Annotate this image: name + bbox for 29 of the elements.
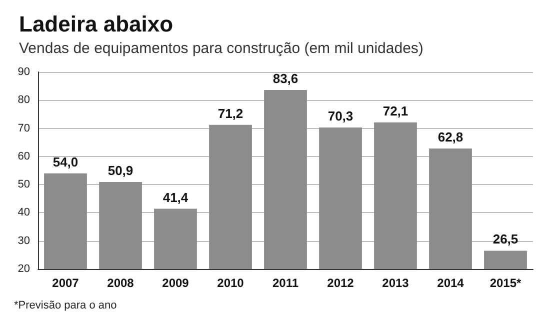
x-tick-label: 2014 <box>437 276 464 290</box>
chart-title: Ladeira abaixo <box>19 12 174 36</box>
y-tick-label: 50 <box>18 178 30 191</box>
data-label: 50,9 <box>108 163 134 178</box>
x-tick-label: 2009 <box>162 276 190 290</box>
x-tick-label: 2015* <box>490 276 522 290</box>
x-tick-label: 2010 <box>217 276 244 290</box>
data-label: 83,6 <box>272 71 298 86</box>
data-label: 70,3 <box>328 108 354 124</box>
data-label: 72,1 <box>382 103 408 118</box>
x-tick-label: 2012 <box>327 276 354 290</box>
text: *Previsão para o ano <box>14 300 117 312</box>
y-tick-label: 80 <box>18 94 30 106</box>
data-label: 54,0 <box>52 154 78 170</box>
y-tick-label: 60 <box>18 150 30 162</box>
y-tick-label: 40 <box>18 206 30 219</box>
data-label: 62,8 <box>438 130 464 145</box>
chart-subtitle: Vendas de equipamentos para construção (em mil unidades) <box>19 40 424 57</box>
x-tick-label: 2013 <box>382 276 410 290</box>
x-tick-label: 2011 <box>272 276 299 290</box>
x-tick-label: 2008 <box>107 276 134 290</box>
y-tick-label: 70 <box>18 122 30 134</box>
y-tick-label: 20 <box>18 263 30 275</box>
y-tick-label: 90 <box>18 66 30 78</box>
data-label: 41,4 <box>162 190 189 205</box>
data-label: 71,2 <box>218 106 244 121</box>
x-tick-label: 2007 <box>52 276 80 290</box>
data-label: 26,5 <box>492 232 518 247</box>
y-tick-label: 30 <box>18 234 30 247</box>
